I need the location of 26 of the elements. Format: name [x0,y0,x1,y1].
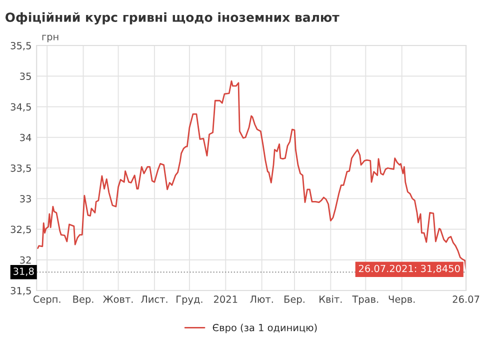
x-tick-label: Вер. [73,296,94,305]
x-tick-label: Бер. [284,296,304,305]
ref-line-label: 31,8 [14,268,34,276]
y-axis-title: грн [42,34,58,42]
y-tick-label: 34,5 [10,103,31,112]
y-tick-label: 32 [20,256,31,264]
y-tick-label: 33 [20,195,31,202]
y-tick-label: 31,5 [10,286,31,296]
y-tick-label: 35 [20,72,31,80]
x-tick-label: Черв. [388,296,415,305]
x-tick-label: 26.07 [452,296,480,303]
chart-title: Офіційний курс гривні щодо іноземних валют [6,12,340,24]
y-tick-label: 32,5 [10,226,31,234]
x-tick-label: Квіт. [320,295,342,303]
x-tick-label: Лют. [250,296,273,303]
x-tick-label: Лист. [141,296,168,303]
x-tick-label: 2021 [214,296,238,303]
y-tick-label: 35,5 [10,42,31,50]
x-tick-label: Трав. [352,296,378,305]
y-tick-label: 33,5 [10,164,31,173]
y-tick-label: 34 [20,134,32,142]
annotation: 26.07.2021: 31,8450 [358,264,460,274]
legend-label: Євро (за 1 одиницю) [212,324,317,334]
x-tick-label: Груд. [176,296,202,305]
x-tick-label: Серп. [33,296,60,305]
x-tick-label: Жовт. [103,296,133,303]
